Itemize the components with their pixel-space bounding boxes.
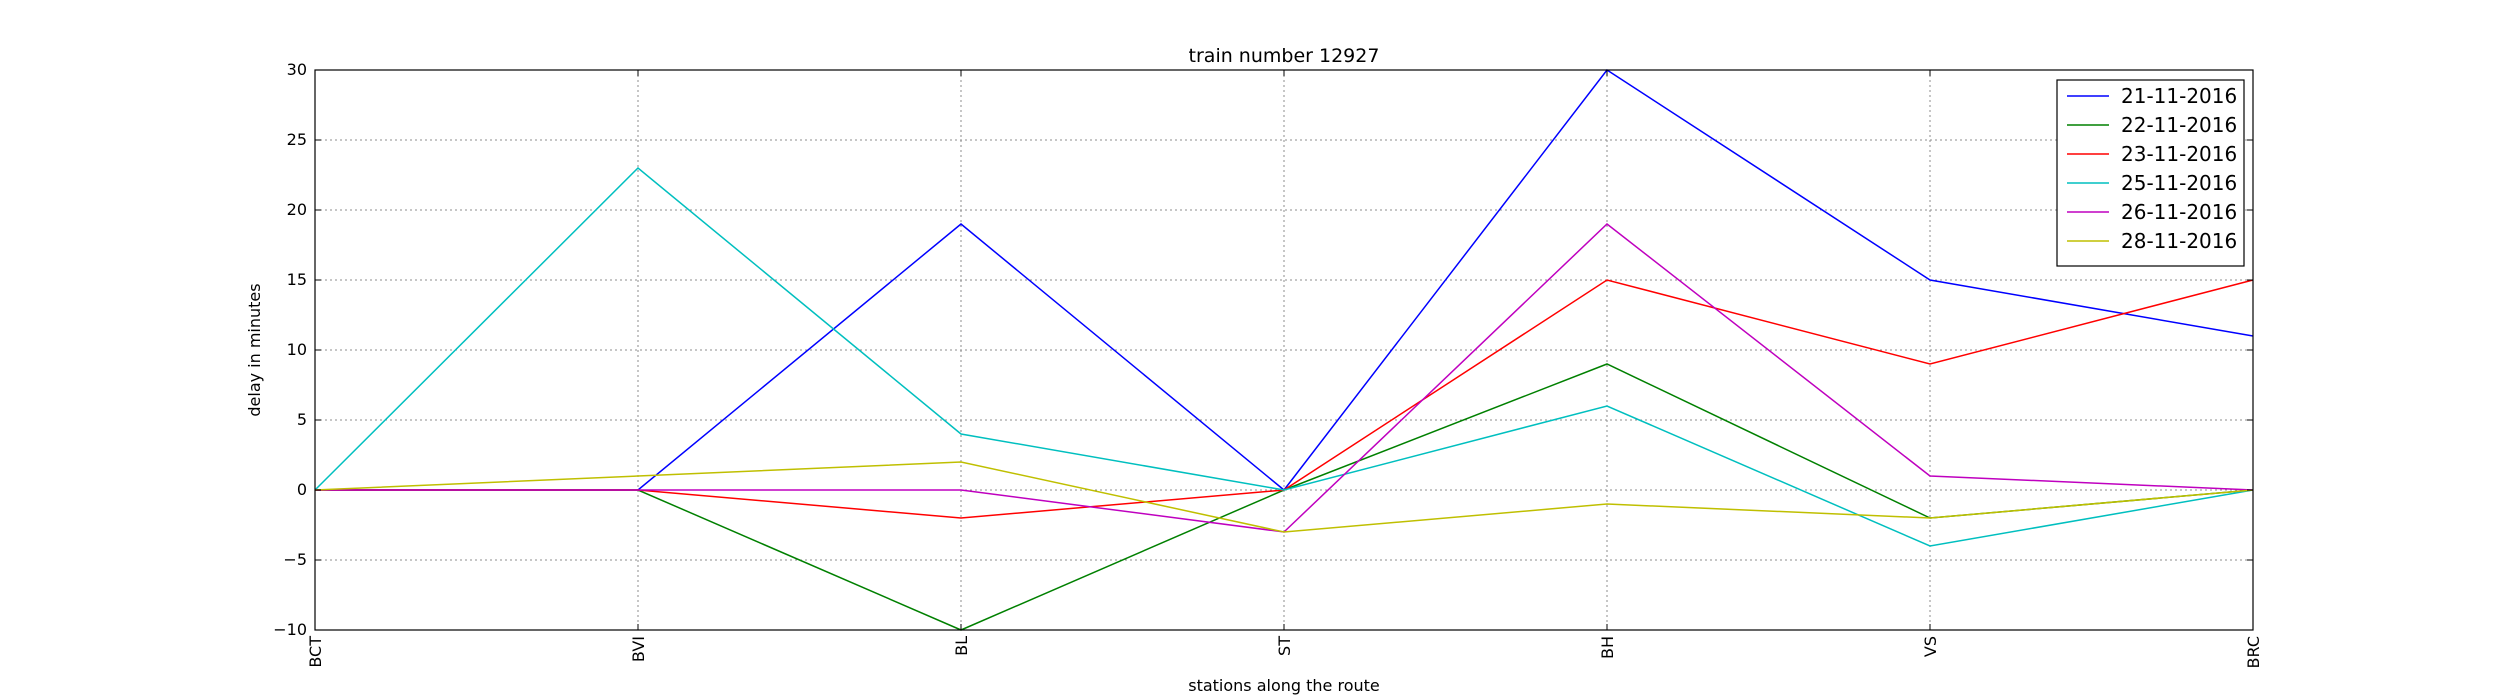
x-tick-label: BL bbox=[952, 636, 971, 656]
legend-entry-label: 22-11-2016 bbox=[2121, 113, 2237, 137]
legend-entry-label: 23-11-2016 bbox=[2121, 142, 2237, 166]
y-axis-label: delay in minutes bbox=[245, 283, 264, 416]
x-tick-label: BVI bbox=[629, 636, 648, 662]
y-tick-label: 5 bbox=[297, 410, 307, 429]
legend-entry-label: 21-11-2016 bbox=[2121, 84, 2237, 108]
y-tick-label: 10 bbox=[287, 340, 307, 359]
legend-entry-label: 25-11-2016 bbox=[2121, 171, 2237, 195]
legend-entry-label: 28-11-2016 bbox=[2121, 229, 2237, 253]
x-tick-label: BCT bbox=[306, 636, 325, 668]
y-tick-label: 30 bbox=[287, 60, 307, 79]
y-tick-label: −5 bbox=[283, 550, 307, 569]
x-tick-label: ST bbox=[1275, 636, 1294, 656]
series-line-28-11-2016 bbox=[314, 461, 2254, 533]
legend-box bbox=[2056, 79, 2245, 267]
series-line-25-11-2016 bbox=[314, 166, 2254, 547]
y-tick-label: 20 bbox=[287, 200, 307, 219]
chart-title: train number 12927 bbox=[1189, 45, 1380, 67]
x-axis-label: stations along the route bbox=[1188, 676, 1380, 695]
legend: 21-11-2016 22-11-2016 23-11-2016 25-11-2016… bbox=[2056, 79, 2245, 267]
x-tick-label: VS bbox=[1921, 636, 1940, 657]
x-tick-label: BH bbox=[1598, 636, 1617, 659]
tick-layer: −10 −5 0 5 10 15 20 25 30 BCT BVI BL ST BH VS BRC bbox=[273, 60, 2263, 668]
grid-layer bbox=[314, 69, 2254, 631]
y-tick-label: 15 bbox=[287, 270, 307, 289]
legend-entry-label: 26-11-2016 bbox=[2121, 200, 2237, 224]
series-layer bbox=[314, 68, 2254, 631]
x-tick-label: BRC bbox=[2244, 636, 2263, 668]
y-tick-label: −10 bbox=[273, 620, 307, 639]
y-tick-label: 0 bbox=[297, 480, 307, 499]
y-tick-label: 25 bbox=[287, 130, 307, 149]
